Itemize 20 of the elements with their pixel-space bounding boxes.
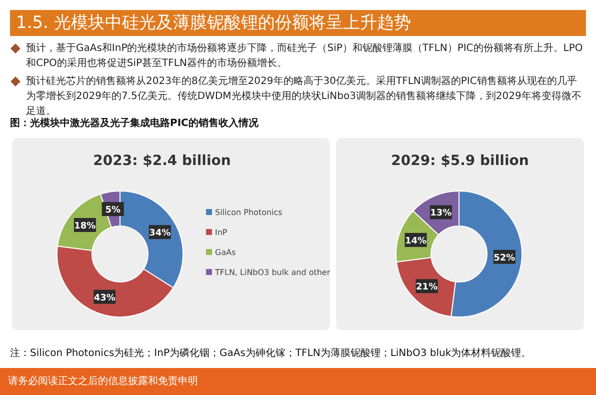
chart-title: 2029: $5.9 billion xyxy=(391,153,529,169)
text: 1.5. 光模块中硅光及薄膜铌酸锂的份额将呈上升趋势 xyxy=(10,10,586,36)
legend-label: GaAs xyxy=(215,248,236,257)
text: 预计，基于GaAs和InP的光模块的市场份额将逐步下降，而硅光子（SiP）和铌酸锂薄膜（TFLN）PIC的份额将有所上升。LPO和CPO的采用也将促进SiP甚至TFLN器件的市场份额增长。 xyxy=(26,42,584,71)
data-label: 43% xyxy=(94,293,116,304)
data-label: 13% xyxy=(430,208,452,219)
data-label: 14% xyxy=(404,236,426,246)
data-label: 5% xyxy=(105,206,121,216)
data-label: 21% xyxy=(416,282,438,293)
legend-label: TFLN, LiNbO3 bulk and other xyxy=(214,268,331,277)
text: 请务必阅读正文之后的信息披露和免责申明 xyxy=(0,368,596,395)
text: 注：Silicon Photonics为硅光；InP为磷化铟；GaAs为砷化镓；TFLN为薄膜铌酸锂；LiNbO3 bluk为体材料铌酸锂。 xyxy=(10,346,532,360)
text: 预计硅光芯片的销售额将从2023年的8亿美元增至2029年的略高于30亿美元。采用TFLN调制器的PIC销售额将从现在的几乎为零增长到2029年的7.5亿美元。传统DWDM光模块中使用的块状LiNbo3调制器的销售额将继续下降，到2029年将变得微不足道。 xyxy=(26,74,582,118)
legend-label: Silicon Photonics xyxy=(215,208,282,217)
chart-title: 2023: $2.4 billion xyxy=(93,153,231,169)
text: 图：光模块中激光器及光子集成电路PIC的销售收入情况 xyxy=(10,116,260,130)
data-label: 52% xyxy=(494,253,516,264)
data-label: 34% xyxy=(149,228,171,239)
legend-label: InP xyxy=(215,228,228,237)
data-label: 18% xyxy=(74,221,96,232)
